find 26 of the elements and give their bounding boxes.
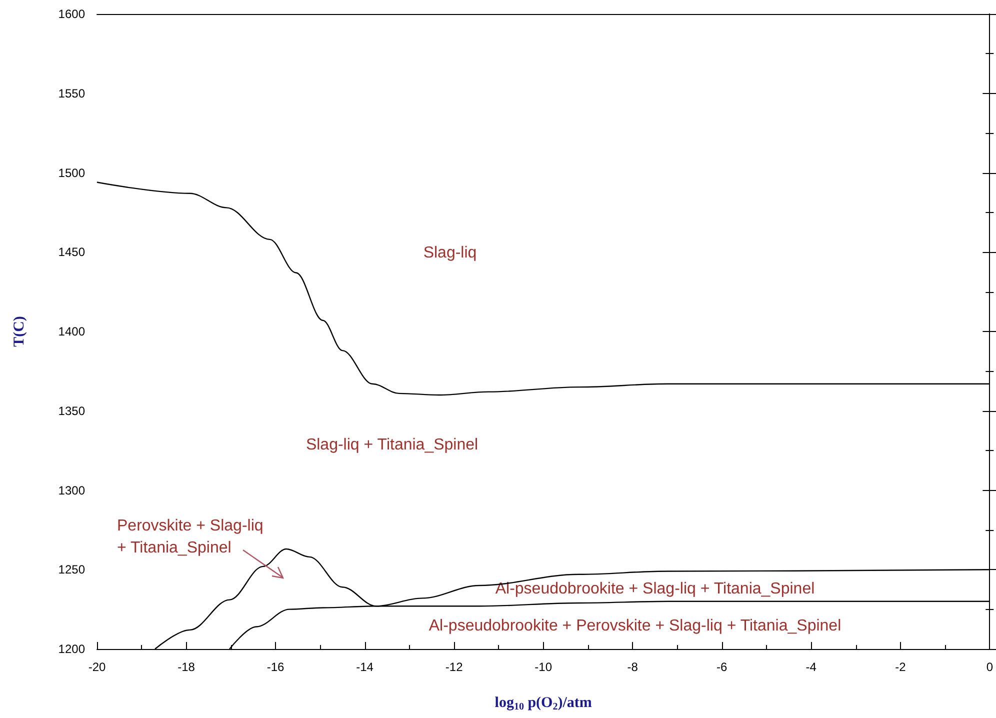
x-tick-label: -12	[445, 660, 464, 674]
x-tick-label: -14	[356, 660, 374, 674]
annotation: Perovskite + Slag-liq + Titania_Spinel	[117, 518, 268, 556]
x-tick-label: 0	[986, 660, 994, 674]
y-tick-label: 1250	[58, 562, 86, 577]
x-tick-label: -20	[88, 660, 106, 674]
annotation: Al-pseudobrookite + Slag-liq + Titania_Spinel	[495, 580, 815, 598]
y-tick-label: 1400	[58, 324, 86, 338]
y-tick-label: 1300	[58, 483, 86, 498]
x-tick-label: -6	[716, 660, 728, 674]
y-tick-label: 1350	[58, 404, 86, 418]
y-tick-label: 1200	[58, 642, 86, 656]
x-tick-label: -18	[178, 660, 196, 674]
annotation: Slag-liq	[423, 244, 477, 262]
y-tick-label: 1550	[58, 86, 86, 100]
annotation: Slag-liq + Titania_Spinel	[306, 436, 478, 454]
y-tick-label: 1450	[58, 245, 86, 260]
y-axis-title: T(C)	[12, 316, 28, 347]
x-tick-label: -16	[266, 660, 285, 674]
annotation: Al-pseudobrookite + Perovskite + Slag-liq + Titania_Spinel	[428, 618, 842, 634]
x-tick-label: -4	[806, 660, 817, 674]
x-tick-label: -2	[895, 660, 906, 674]
y-tick-label: 1500	[58, 166, 86, 180]
x-tick-label: -10	[534, 660, 552, 674]
x-tick-label: -8	[627, 660, 638, 674]
y-tick-label: 1600	[58, 7, 86, 21]
